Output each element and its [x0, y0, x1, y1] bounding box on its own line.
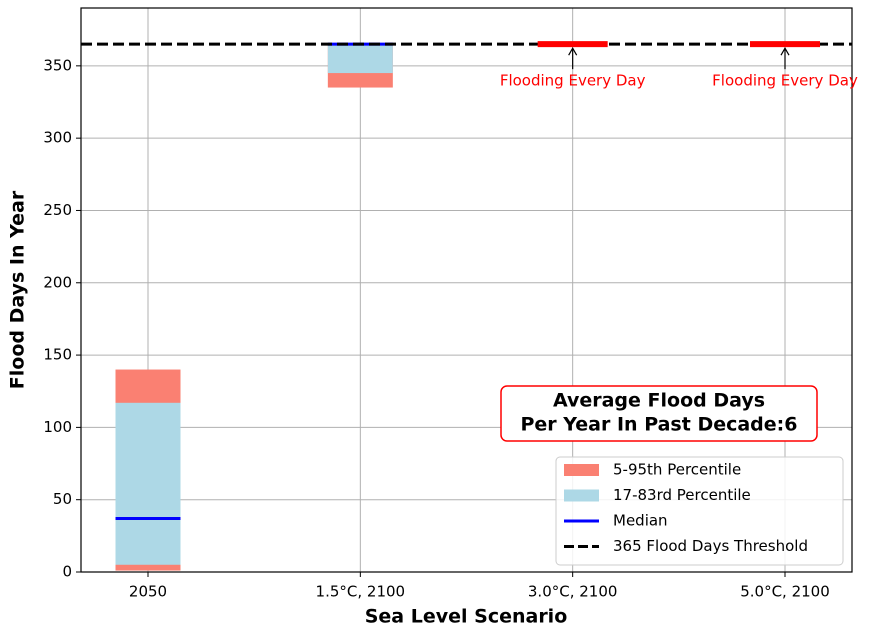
arrow-head [568, 46, 578, 56]
y-tick-label: 50 [53, 490, 72, 508]
y-tick-label: 350 [43, 56, 72, 74]
info-box [500, 385, 818, 442]
info-text: Per Year In Past Decade:6 [520, 414, 797, 436]
y-tick-label: 100 [43, 418, 72, 436]
y-tick-label: 250 [43, 201, 72, 219]
info-text: Average Flood Days [553, 390, 765, 412]
legend-label: 17-83rd Percentile [613, 486, 751, 504]
x-tick-label: 3.0°C, 2100 [528, 583, 618, 601]
legend-label: 365 Flood Days Threshold [613, 537, 808, 555]
x-tick-label: 5.0°C, 2100 [740, 583, 830, 601]
y-axis-label: Flood Days In Year [7, 190, 29, 389]
legend-patch [564, 489, 599, 502]
legend-label: 5-95th Percentile [613, 461, 741, 479]
x-tick-label: 2050 [129, 583, 167, 601]
x-axis-label: Sea Level Scenario [365, 606, 568, 627]
y-tick-label: 0 [62, 563, 72, 581]
annotation-text: Flooding Every Day [500, 72, 646, 90]
arrow-head [780, 46, 790, 56]
y-tick-label: 200 [43, 273, 72, 291]
legend-box [555, 456, 844, 566]
overlay: Flooding Every Day Flooding Every Day Aver… [81, 41, 858, 566]
legend-label: Median [613, 512, 668, 530]
y-tick-label: 300 [43, 129, 72, 147]
legend-patch [564, 464, 599, 476]
percentile-bar [327, 44, 393, 74]
annotation-text: Flooding Every Day [712, 72, 858, 90]
x-tick-label: 1.5°C, 2100 [316, 583, 406, 601]
marks [115, 42, 393, 571]
grid: 0 50 100 150 200 250 300 350 2050 1.5°C, 2100 3.0°… [43, 8, 852, 601]
y-tick-label: 150 [43, 346, 72, 364]
percentile-bar [115, 402, 181, 565]
plot-frame [80, 7, 853, 573]
